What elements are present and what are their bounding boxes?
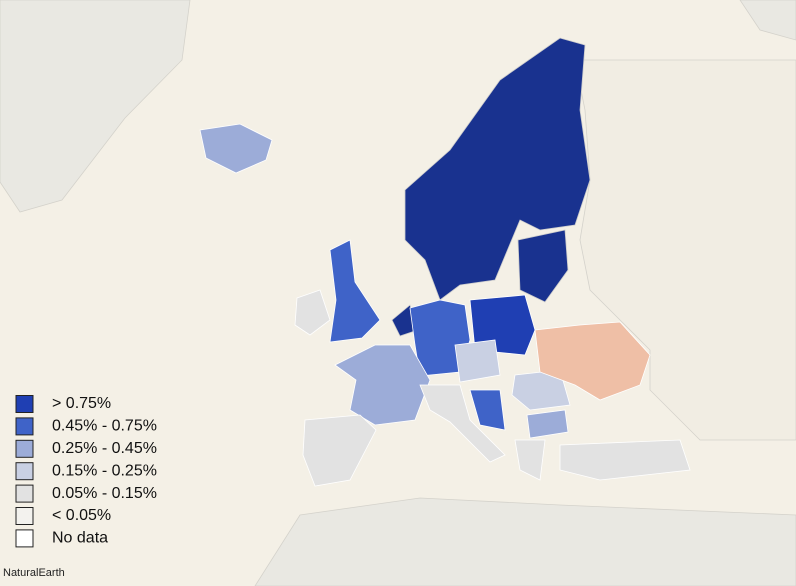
land bbox=[739, 0, 796, 41]
country-region bbox=[469, 389, 506, 431]
land bbox=[0, 0, 191, 213]
legend-swatch bbox=[15, 439, 34, 458]
country-region bbox=[517, 229, 569, 303]
legend-label: < 0.05% bbox=[52, 507, 111, 524]
legend-label: > 0.75% bbox=[52, 395, 111, 412]
legend-swatch bbox=[15, 417, 34, 436]
country-region bbox=[514, 439, 546, 481]
attribution: NaturalEarth bbox=[3, 567, 65, 579]
country-region bbox=[199, 123, 273, 174]
land bbox=[254, 497, 796, 586]
legend-label: 0.15% - 0.25% bbox=[52, 462, 157, 479]
country-region bbox=[526, 409, 569, 439]
legend-swatch bbox=[15, 484, 34, 503]
country-region bbox=[329, 239, 381, 343]
country-region bbox=[419, 384, 506, 463]
land bbox=[574, 59, 796, 441]
legend-swatch bbox=[15, 395, 34, 413]
legend: > 0.75% 0.45% - 0.75% 0.25% - 0.45% 0.15% -… bbox=[15, 395, 157, 548]
legend-swatch bbox=[15, 507, 34, 525]
country-region bbox=[294, 289, 331, 336]
legend-label: 0.05% - 0.15% bbox=[52, 485, 157, 502]
legend-swatch bbox=[15, 529, 34, 548]
countries bbox=[199, 37, 691, 487]
country-region bbox=[534, 321, 651, 401]
country-region bbox=[454, 339, 501, 383]
country-region bbox=[404, 37, 591, 301]
legend-label: 0.25% - 0.45% bbox=[52, 440, 157, 457]
country-region bbox=[334, 344, 431, 426]
legend-label: No data bbox=[52, 530, 108, 547]
country-region bbox=[302, 414, 377, 487]
legend-swatch bbox=[15, 462, 34, 481]
country-region bbox=[469, 294, 536, 356]
legend-label: 0.45% - 0.75% bbox=[52, 418, 157, 435]
country-region bbox=[559, 439, 691, 481]
